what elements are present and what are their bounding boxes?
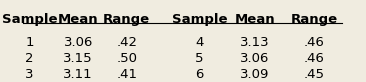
Text: 3.15: 3.15 bbox=[63, 52, 93, 65]
Text: 3.06: 3.06 bbox=[240, 52, 270, 65]
Text: 2: 2 bbox=[25, 52, 34, 65]
Text: 3.13: 3.13 bbox=[240, 36, 270, 49]
Text: .42: .42 bbox=[116, 36, 137, 49]
Text: 4: 4 bbox=[195, 36, 204, 49]
Text: .50: .50 bbox=[116, 52, 137, 65]
Text: Sample: Sample bbox=[2, 13, 57, 26]
Text: .46: .46 bbox=[303, 52, 324, 65]
Text: 5: 5 bbox=[195, 52, 204, 65]
Text: 3.09: 3.09 bbox=[240, 68, 270, 81]
Text: Mean: Mean bbox=[235, 13, 275, 26]
Text: Range: Range bbox=[103, 13, 150, 26]
Text: .45: .45 bbox=[303, 68, 325, 81]
Text: .46: .46 bbox=[303, 36, 324, 49]
Text: Range: Range bbox=[291, 13, 337, 26]
Text: 3: 3 bbox=[25, 68, 34, 81]
Text: 3.06: 3.06 bbox=[64, 36, 93, 49]
Text: .41: .41 bbox=[116, 68, 137, 81]
Text: 3.11: 3.11 bbox=[63, 68, 93, 81]
Text: 1: 1 bbox=[25, 36, 34, 49]
Text: Sample: Sample bbox=[172, 13, 227, 26]
Text: 6: 6 bbox=[195, 68, 204, 81]
Text: Mean: Mean bbox=[58, 13, 98, 26]
